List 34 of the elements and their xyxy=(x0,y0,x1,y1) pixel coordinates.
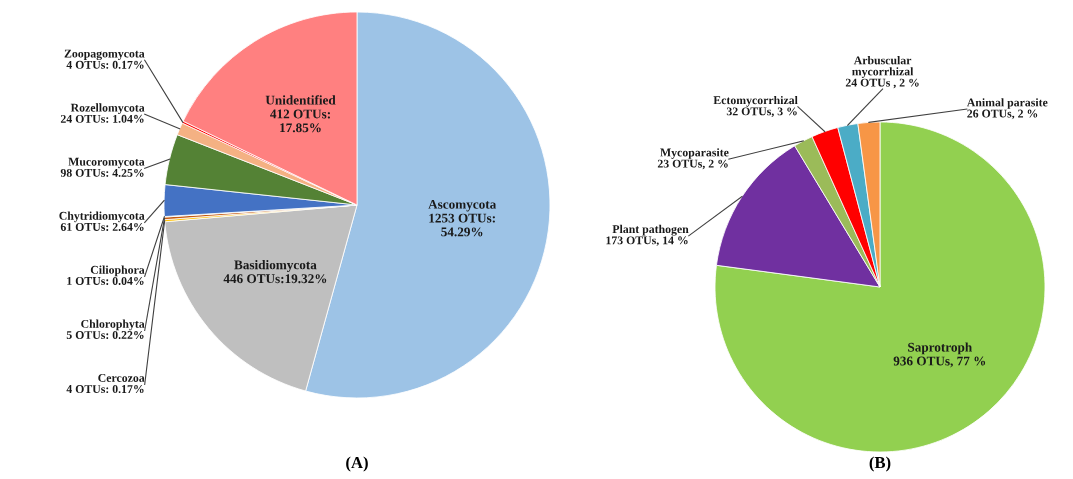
text: (B) xyxy=(869,456,891,472)
slice-label: Cercozoa xyxy=(98,373,145,382)
slice-label: Mycoparasite xyxy=(660,148,729,159)
data-label: 4 OTUs: 0.17% xyxy=(66,60,144,69)
data-label: 173 OTUs, 14 % xyxy=(606,236,688,247)
data-label: 412 OTUs: 17.85% xyxy=(270,109,330,133)
slice-label: Ascomycota xyxy=(428,199,497,212)
data-label: 936 OTUs, 77 % xyxy=(893,356,986,368)
slice-label: Plant pathogen xyxy=(612,224,689,236)
slice-label: Chlorophyta xyxy=(81,319,145,331)
slice-label: Rozellomycota xyxy=(70,103,145,115)
slice-label: Mucoromycota xyxy=(68,157,145,169)
slice-label: Ectomycorrhizal xyxy=(713,95,798,107)
slice-label: Chytridiomycota xyxy=(59,211,145,223)
slice-label: Arbuscular mycorrhizal xyxy=(852,56,914,78)
data-label: 1253 OTUs: 54.29% xyxy=(429,213,495,237)
text: (A) xyxy=(346,456,368,472)
data-label: 5 OTUs: 0.22% xyxy=(66,331,144,340)
slice-label: Animal parasite xyxy=(966,98,1048,109)
data-label: 26 OTUs, 2 % xyxy=(967,109,1038,120)
slice-label: Basidiomycota xyxy=(234,260,317,273)
slice-label: Ciliophora xyxy=(90,265,145,277)
data-label: 4 OTUs: 0.17% xyxy=(66,385,144,394)
slice-label: Unidentified xyxy=(265,95,336,105)
data-label: 61 OTUs: 2.64% xyxy=(60,222,144,231)
data-label: 23 OTUs, 2 % xyxy=(657,159,728,170)
data-label: 446 OTUs:19.32% xyxy=(223,274,327,284)
slice-label: Saprotroph xyxy=(908,342,972,355)
data-label: 24 OTUs: 1.04% xyxy=(60,114,144,123)
slice-label: Zoopagomycota xyxy=(64,49,145,61)
data-label: 98 OTUs: 4.25% xyxy=(60,168,144,177)
data-label: 32 OTUs, 3 % xyxy=(726,107,797,118)
data-label: 1 OTUs: 0.04% xyxy=(67,276,144,285)
data-label: 24 OTUs , 2 % xyxy=(845,78,919,89)
